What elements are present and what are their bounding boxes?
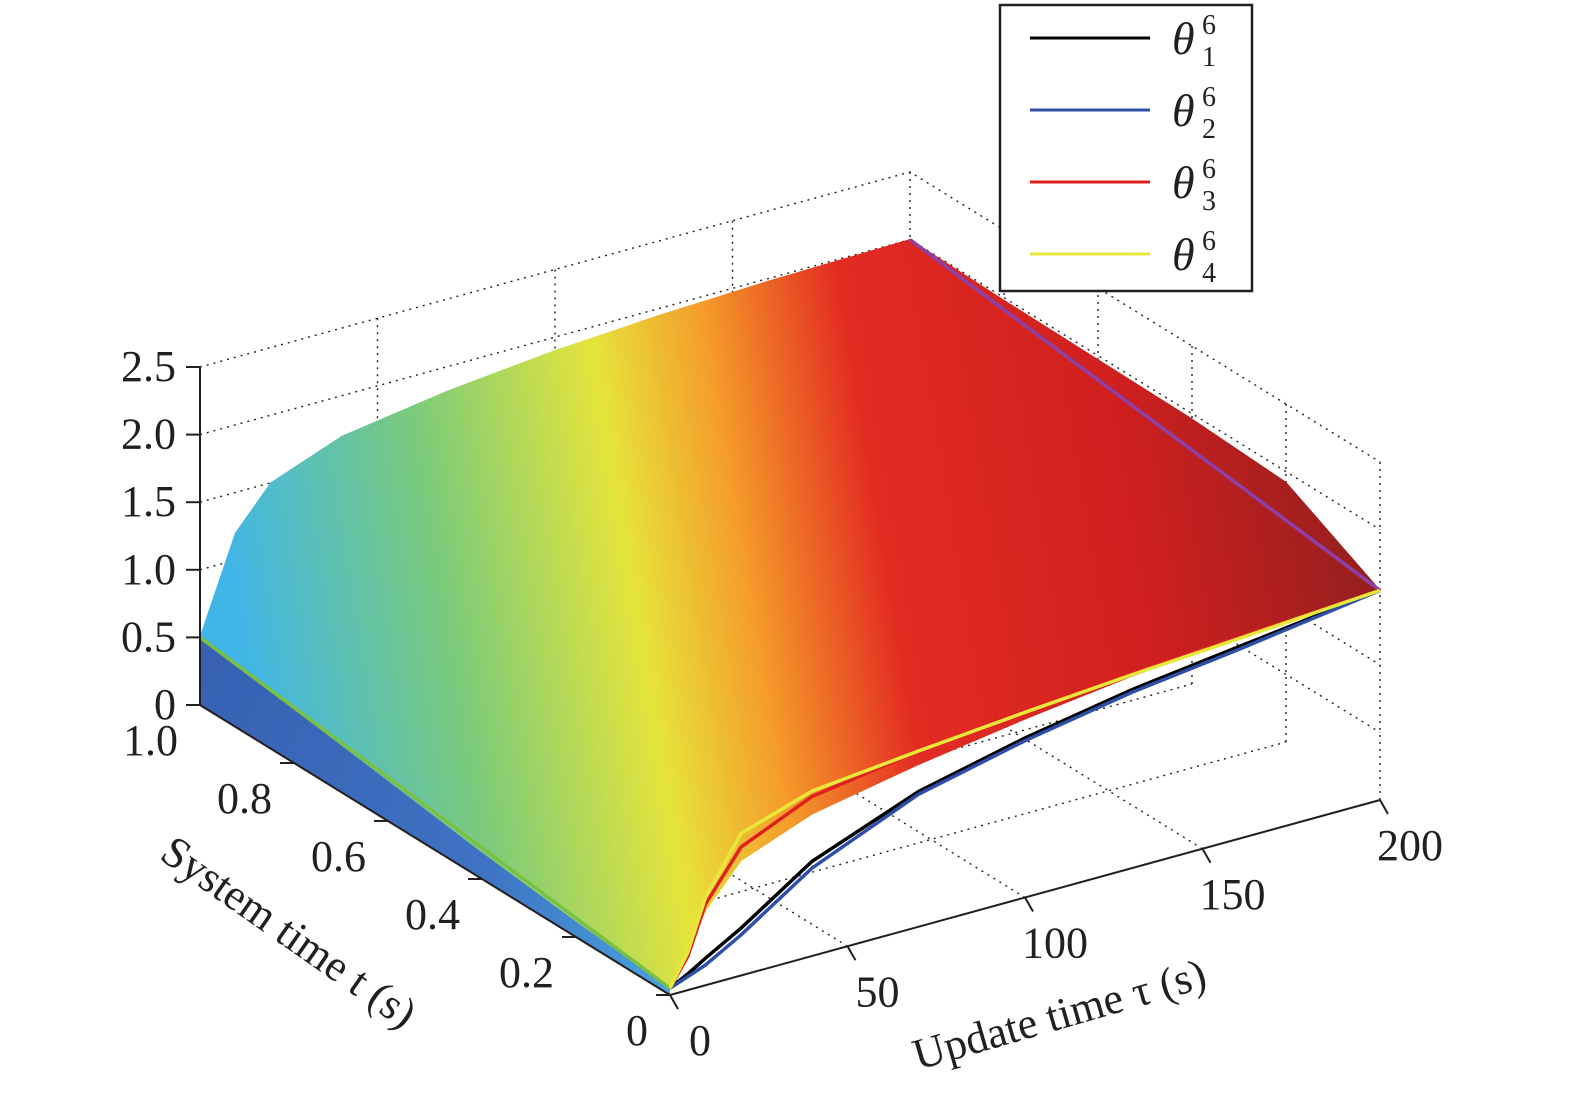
- series-line-1: [668, 588, 1381, 990]
- legend-superscript: 6: [1202, 226, 1216, 257]
- x-tick-mark: [669, 994, 679, 1010]
- legend-superscript: 6: [1202, 10, 1216, 41]
- x-tick-label: 200: [1377, 821, 1443, 870]
- legend: θ 61θ 62θ 63θ 64: [998, 3, 1254, 293]
- grid-line: [732, 558, 1203, 850]
- y-tick-label: 1.0: [123, 716, 178, 765]
- x-axis-label: Update time τ (s): [907, 949, 1211, 1079]
- legend-box: [998, 3, 1254, 293]
- axes: [186, 366, 1389, 1010]
- y-tick-label: 0.2: [499, 948, 554, 997]
- legend-subscript: 2: [1202, 114, 1216, 145]
- surface-edge-tau0: [198, 635, 672, 990]
- tick-labels: 0 0.5 1.0 1.5 2.0 2.5 0 50 100 150 200 0 0.2 0.4 0.6 0.…: [121, 342, 1443, 1065]
- legend-label: θ: [1172, 229, 1195, 280]
- grid-line: [554, 606, 1026, 899]
- z-tick-label: 2.5: [121, 342, 176, 391]
- z-tick-label: 2.0: [121, 410, 176, 459]
- x-tick-label: 0: [689, 1016, 711, 1065]
- z-tick-label: 1.5: [121, 477, 176, 526]
- x-tick-mark: [1201, 848, 1212, 864]
- z-tick-label: 1.0: [121, 545, 176, 594]
- series-line-2: [669, 588, 1381, 990]
- legend-label: θ: [1172, 157, 1195, 208]
- surface-edge-tau200: [908, 238, 1382, 592]
- grid-line: [377, 655, 848, 947]
- legend-label: θ: [1172, 13, 1195, 64]
- legend-subscript: 1: [1202, 42, 1216, 73]
- x-tick-label: 150: [1200, 870, 1266, 919]
- legend-superscript: 6: [1202, 154, 1216, 185]
- legend-subscript: 3: [1202, 186, 1216, 217]
- y-tick-label: 0.6: [311, 832, 366, 881]
- x-tick-mark: [846, 945, 857, 961]
- y-tick-label: 0: [626, 1006, 648, 1055]
- x-tick-mark: [1379, 799, 1389, 815]
- x-tick-mark: [1024, 897, 1034, 912]
- legend-superscript: 6: [1202, 82, 1216, 113]
- x-tick-label: 50: [856, 967, 900, 1016]
- legend-subscript: 4: [1202, 258, 1216, 289]
- series-line-4: [668, 588, 1381, 989]
- y-tick-label: 0.4: [405, 890, 460, 939]
- z-tick-label: 0.5: [121, 612, 176, 661]
- x-tick-label: 100: [1022, 919, 1088, 968]
- z-tick-label: 0: [154, 680, 176, 729]
- series-lines: [198, 238, 1382, 990]
- y-axis-label: System time t (s): [152, 826, 425, 1038]
- y-axis: [199, 704, 671, 996]
- legend-label: θ: [1172, 85, 1195, 136]
- y-tick-label: 0.8: [217, 774, 272, 823]
